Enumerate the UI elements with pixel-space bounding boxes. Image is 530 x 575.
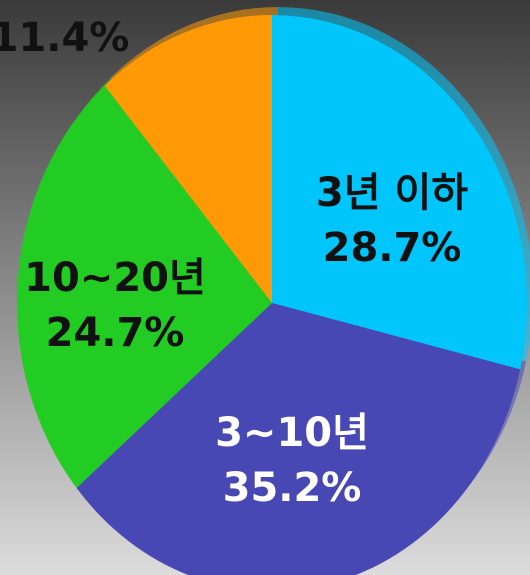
pie (17, 15, 527, 575)
labels: 3년 이하 28.7% 3~10년 35.2% 10~20년 24.7% 11.4% (0, 15, 468, 511)
slice (76, 303, 521, 575)
value-label: 11.4% (0, 15, 129, 61)
category-label: 3년 이하 (316, 170, 468, 216)
category-label: 10~20년 (24, 255, 206, 301)
slice (272, 15, 527, 370)
slice (17, 85, 272, 488)
category-label: 3~10년 (215, 410, 369, 456)
value-label: 24.7% (46, 310, 185, 356)
value-label: 35.2% (223, 465, 362, 511)
value-label: 28.7% (323, 225, 462, 271)
slice (104, 15, 272, 303)
